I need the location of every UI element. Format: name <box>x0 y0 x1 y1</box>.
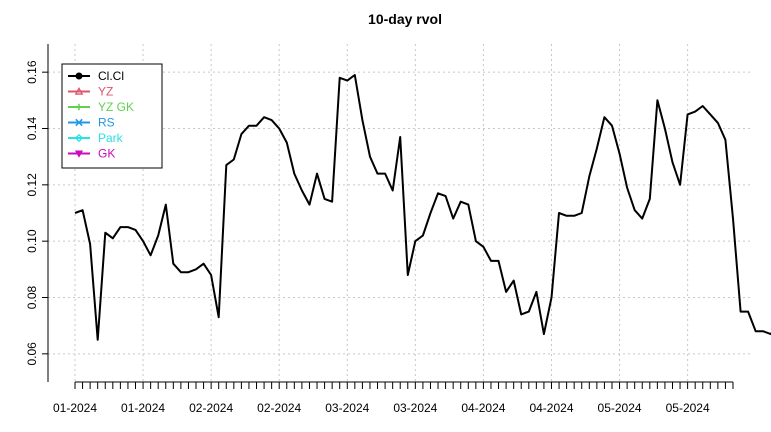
legend-marker-yz-gk <box>75 103 83 111</box>
x-tick-label: 01-2024 <box>53 401 97 415</box>
y-tick-label: 0.14 <box>25 116 39 140</box>
x-tick-label: 05-2024 <box>666 401 710 415</box>
legend-marker-park <box>74 133 84 143</box>
legend-label-gk: GK <box>98 147 115 161</box>
legend-label-yz: YZ <box>98 85 113 99</box>
series-line-cl-cl <box>74 74 771 341</box>
x-tick-label: 02-2024 <box>257 401 301 415</box>
y-tick-label: 0.10 <box>25 229 39 253</box>
series-lines <box>74 74 771 341</box>
x-tick-label: 03-2024 <box>393 401 437 415</box>
legend-marker-gk <box>74 150 84 158</box>
legend-marker-yz <box>74 86 84 95</box>
x-tick-label: 01-2024 <box>121 401 165 415</box>
chart-title: 10-day rvol <box>368 11 442 27</box>
x-tick-label: 02-2024 <box>189 401 233 415</box>
y-tick-label: 0.16 <box>25 60 39 84</box>
legend-marker-rs <box>75 118 83 127</box>
x-tick-label: 04-2024 <box>461 401 505 415</box>
y-tick-label: 0.08 <box>25 285 39 309</box>
legend-marker-cl-cl <box>75 72 83 80</box>
axes: 0.06 0.08 0.10 0.12 0.14 0.16 01-2024 01-2024 02… <box>25 44 734 415</box>
legend-label-yz-gk: YZ GK <box>98 100 134 114</box>
legend-label-cl-cl: Cl.Cl <box>98 69 124 83</box>
legend-label-rs: RS <box>98 116 115 130</box>
y-tick-label: 0.12 <box>25 173 39 197</box>
grid-lines <box>48 44 752 382</box>
y-tick-label: 0.06 <box>25 342 39 366</box>
x-tick-label: 03-2024 <box>325 401 369 415</box>
x-tick-label: 05-2024 <box>598 401 642 415</box>
legend-label-park: Park <box>98 131 124 145</box>
x-tick-label: 04-2024 <box>529 401 573 415</box>
